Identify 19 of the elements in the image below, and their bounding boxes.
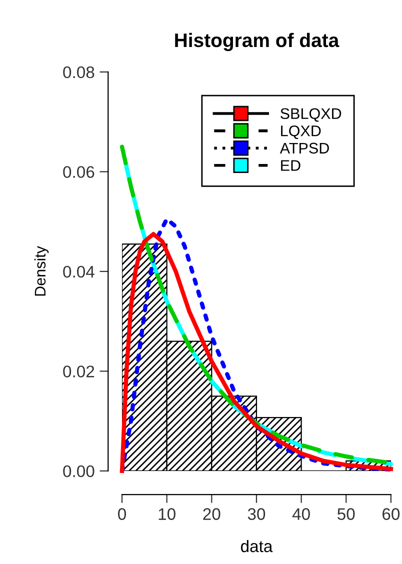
y-tick-label: 0.06: [63, 166, 94, 178]
y-axis-title: Density: [34, 246, 49, 296]
chart-title: Histogram of data: [175, 32, 340, 52]
legend-label: ATPSD: [280, 142, 329, 154]
x-tick-label: 60: [382, 508, 400, 520]
y-tick-label: 0.04: [63, 266, 94, 278]
legend-label: LQXD: [281, 125, 321, 140]
x-tick-label: 10: [158, 508, 176, 520]
x-axis-title: data: [240, 540, 273, 552]
x-tick-label: 20: [203, 508, 220, 520]
y-tick-label: 0.00: [63, 465, 94, 478]
legend-label: ED: [281, 160, 300, 171]
y-tick-label: 0.02: [63, 366, 94, 378]
x-tick-label: 40: [292, 508, 310, 520]
x-tick-label: 30: [248, 508, 266, 520]
legend-label: SBLQXD: [280, 108, 342, 122]
x-tick-label: 50: [338, 508, 355, 520]
y-tick-label: 0.08: [63, 66, 94, 78]
x-tick-label: 0: [118, 508, 126, 520]
